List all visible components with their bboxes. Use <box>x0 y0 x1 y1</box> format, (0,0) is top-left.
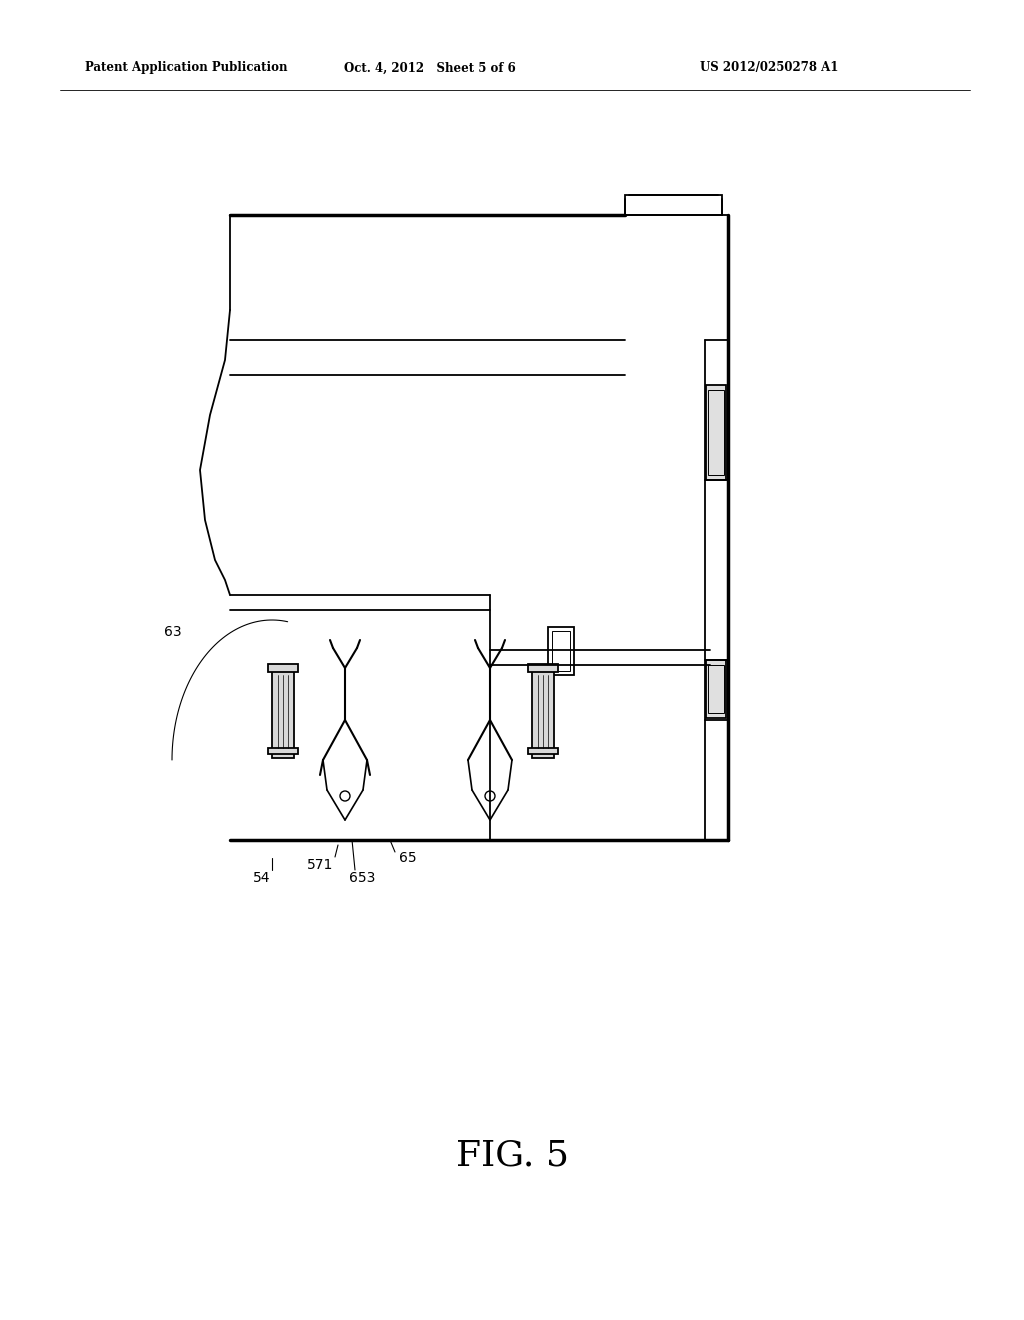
Bar <box>528 664 558 672</box>
Bar <box>268 748 298 754</box>
Text: 54: 54 <box>253 871 270 884</box>
Bar <box>706 385 726 480</box>
Text: Oct. 4, 2012   Sheet 5 of 6: Oct. 4, 2012 Sheet 5 of 6 <box>344 62 516 74</box>
Bar <box>708 389 724 475</box>
Text: 571: 571 <box>307 858 333 873</box>
Text: Patent Application Publication: Patent Application Publication <box>85 62 288 74</box>
Text: 653: 653 <box>349 871 375 884</box>
Text: FIG. 5: FIG. 5 <box>456 1138 568 1172</box>
Bar <box>706 660 726 718</box>
Bar <box>532 668 554 758</box>
Text: US 2012/0250278 A1: US 2012/0250278 A1 <box>700 62 839 74</box>
Text: 63: 63 <box>165 624 182 639</box>
Bar <box>528 748 558 754</box>
Bar <box>552 631 570 671</box>
Bar <box>708 665 724 713</box>
Bar <box>268 664 298 672</box>
Bar <box>548 627 574 675</box>
Text: 65: 65 <box>399 851 417 865</box>
Bar <box>625 195 722 215</box>
Bar <box>272 668 294 758</box>
